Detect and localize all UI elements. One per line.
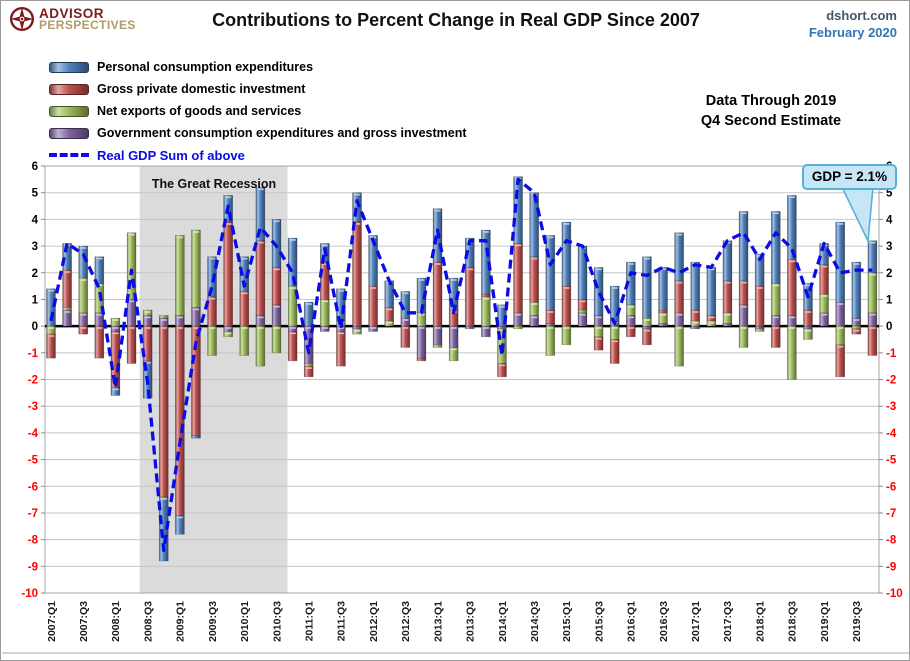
pce-swatch-icon [49, 61, 89, 73]
legend-item-government: Government consumption expenditures and … [49, 122, 467, 144]
svg-text:0: 0 [886, 321, 892, 333]
investment-swatch-icon [49, 83, 89, 95]
svg-text:-2: -2 [886, 375, 896, 387]
svg-text:-7: -7 [28, 508, 38, 520]
svg-text:4: 4 [886, 214, 893, 226]
compass-logo-icon [9, 6, 35, 32]
data-through-note: Data Through 2019 Q4 Second Estimate [651, 91, 891, 131]
svg-text:5: 5 [32, 188, 39, 200]
source-block: dshort.com February 2020 [809, 7, 897, 41]
data-through-line2: Q4 Second Estimate [700, 113, 842, 129]
svg-text:-3: -3 [886, 401, 896, 413]
legend-item-pce: Personal consumption expenditures [49, 56, 467, 78]
svg-text:2010:Q3: 2010:Q3 [271, 601, 283, 642]
svg-text:6: 6 [32, 161, 38, 173]
svg-text:-4: -4 [886, 428, 897, 440]
gdp-value-callout: GDP = 2.1% [802, 164, 897, 190]
svg-text:2012:Q3: 2012:Q3 [400, 601, 412, 642]
svg-text:-1: -1 [28, 348, 39, 360]
svg-text:3: 3 [886, 241, 892, 253]
svg-text:5: 5 [886, 188, 893, 200]
net-exports-swatch-icon [49, 105, 89, 117]
svg-text:2017:Q3: 2017:Q3 [722, 601, 734, 642]
svg-text:-7: -7 [886, 508, 896, 520]
svg-text:2019:Q3: 2019:Q3 [851, 601, 863, 642]
source-site-label: dshort.com [826, 8, 897, 23]
legend-label-investment: Gross private domestic investment [97, 82, 306, 96]
svg-text:-8: -8 [886, 535, 897, 547]
svg-text:2016:Q3: 2016:Q3 [658, 601, 670, 642]
svg-text:-1: -1 [886, 348, 897, 360]
svg-text:2009:Q1: 2009:Q1 [175, 601, 187, 642]
svg-text:-6: -6 [886, 481, 896, 493]
svg-text:-9: -9 [28, 561, 38, 573]
legend-label-net-exports: Net exports of goods and services [97, 104, 302, 118]
svg-text:2016:Q1: 2016:Q1 [626, 601, 638, 642]
legend-label-pce: Personal consumption expenditures [97, 60, 314, 74]
logo-text-perspectives: PERSPECTIVES [39, 17, 136, 32]
svg-text:2008:Q1: 2008:Q1 [110, 601, 122, 642]
svg-text:2019:Q1: 2019:Q1 [819, 601, 831, 642]
svg-text:2018:Q1: 2018:Q1 [754, 601, 766, 642]
svg-text:-10: -10 [21, 588, 38, 600]
source-date-label: February 2020 [808, 25, 897, 40]
logo-text-advisor: ADVISOR [39, 5, 105, 21]
svg-text:2007:Q1: 2007:Q1 [46, 601, 58, 642]
svg-text:2014:Q3: 2014:Q3 [529, 601, 541, 642]
dashed-line-swatch-icon [49, 153, 89, 157]
svg-text:2009:Q3: 2009:Q3 [207, 601, 219, 642]
svg-text:1: 1 [886, 294, 893, 306]
svg-text:-3: -3 [28, 401, 38, 413]
legend-label-gdp-line: Real GDP Sum of above [97, 147, 245, 163]
svg-text:2011:Q3: 2011:Q3 [336, 601, 348, 641]
chart-title: Contributions to Percent Change in Real … [212, 10, 700, 30]
svg-text:2013:Q1: 2013:Q1 [432, 601, 444, 642]
svg-text:-9: -9 [886, 561, 896, 573]
legend-item-net-exports: Net exports of goods and services [49, 100, 467, 122]
svg-text:2017:Q1: 2017:Q1 [690, 601, 702, 642]
legend-item-investment: Gross private domestic investment [49, 78, 467, 100]
data-through-line1: Data Through 2019 [705, 93, 837, 109]
advisor-perspectives-logo: ADVISOR PERSPECTIVES [9, 6, 136, 32]
svg-text:2018:Q3: 2018:Q3 [787, 601, 799, 642]
legend-item-gdp-line: Real GDP Sum of above [49, 144, 467, 166]
svg-text:2015:Q1: 2015:Q1 [561, 601, 573, 642]
svg-text:-4: -4 [28, 428, 39, 440]
svg-text:2012:Q1: 2012:Q1 [368, 601, 380, 642]
svg-text:-10: -10 [886, 588, 903, 600]
recession-band-label: The Great Recession [151, 177, 277, 191]
svg-text:4: 4 [32, 214, 39, 226]
svg-text:3: 3 [32, 241, 38, 253]
svg-text:2010:Q1: 2010:Q1 [239, 601, 251, 642]
svg-text:1: 1 [32, 294, 39, 306]
government-swatch-icon [49, 127, 89, 139]
svg-text:-6: -6 [28, 481, 38, 493]
svg-text:0: 0 [32, 321, 38, 333]
svg-text:2011:Q1: 2011:Q1 [303, 601, 315, 641]
svg-text:2014:Q1: 2014:Q1 [497, 601, 509, 642]
chart-legend: Personal consumption expenditures Gross … [49, 56, 467, 166]
svg-text:-5: -5 [886, 455, 897, 467]
svg-text:2008:Q3: 2008:Q3 [142, 601, 154, 642]
svg-text:2007:Q3: 2007:Q3 [78, 601, 90, 642]
svg-text:2013:Q3: 2013:Q3 [465, 601, 477, 642]
svg-text:2015:Q3: 2015:Q3 [593, 601, 605, 642]
svg-text:-8: -8 [28, 535, 39, 547]
legend-label-government: Government consumption expenditures and … [97, 126, 467, 140]
svg-text:2: 2 [886, 268, 892, 280]
svg-text:2: 2 [32, 268, 38, 280]
svg-text:-5: -5 [28, 455, 39, 467]
svg-text:-2: -2 [28, 375, 38, 387]
